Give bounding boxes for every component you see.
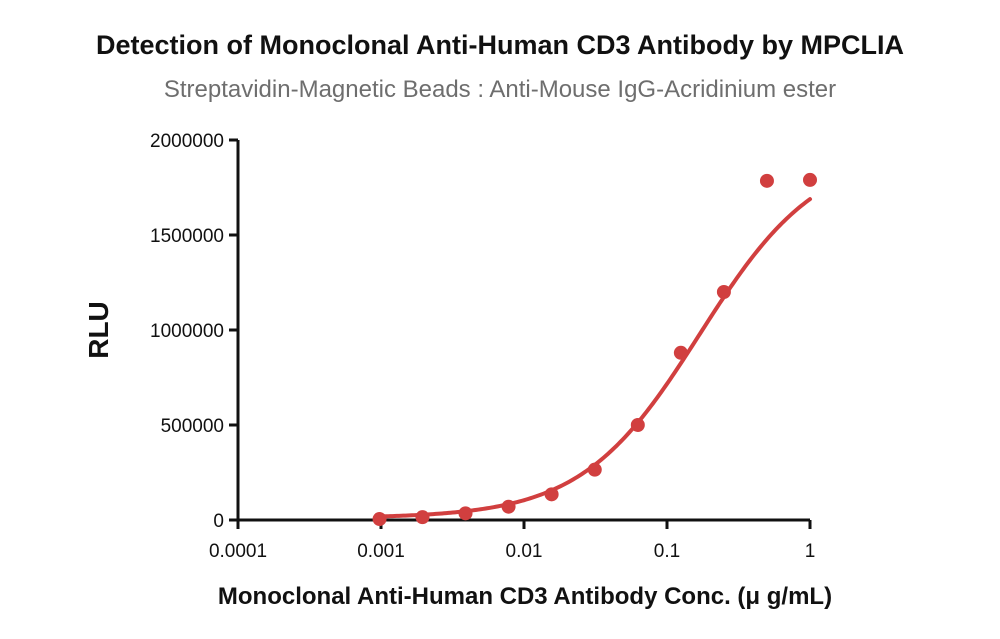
y-tick-label: 0 [213,511,224,532]
y-tick-label: 1500000 [150,226,224,247]
x-tick-label: 0.1 [654,541,680,562]
data-point [501,499,516,514]
chart-title: Detection of Monoclonal Anti-Human CD3 A… [96,30,904,60]
data-point [759,173,774,188]
ticks: 0 500000 1000000 1500000 2000000 0.0001 0.001 0… [150,131,815,562]
y-tick-label: 500000 [161,416,224,437]
data-point [372,512,387,527]
data-point [803,172,817,187]
x-tick-label: 0.001 [357,541,405,562]
chart-subtitle: Streptavidin-Magnetic Beads : Anti-Mouse… [163,76,837,103]
data-point [587,462,602,477]
x-tick-label: 0.0001 [209,541,267,562]
x-axis-title: Monoclonal Anti-Human CD3 Antibody Conc.… [218,583,832,610]
y-axis-title: RLU [83,301,114,359]
y-tick-label: 2000000 [150,131,224,152]
axes [236,140,810,522]
data-point [716,285,731,299]
x-tick-label: 0.01 [506,541,543,562]
data-point [544,487,559,502]
data-point [415,510,430,525]
data-point [630,418,645,432]
y-tick-label: 1000000 [150,321,224,342]
x-tick-label: 1 [805,541,816,562]
data-point [673,345,688,360]
data-points-layer [372,172,817,527]
data-point [458,506,473,521]
